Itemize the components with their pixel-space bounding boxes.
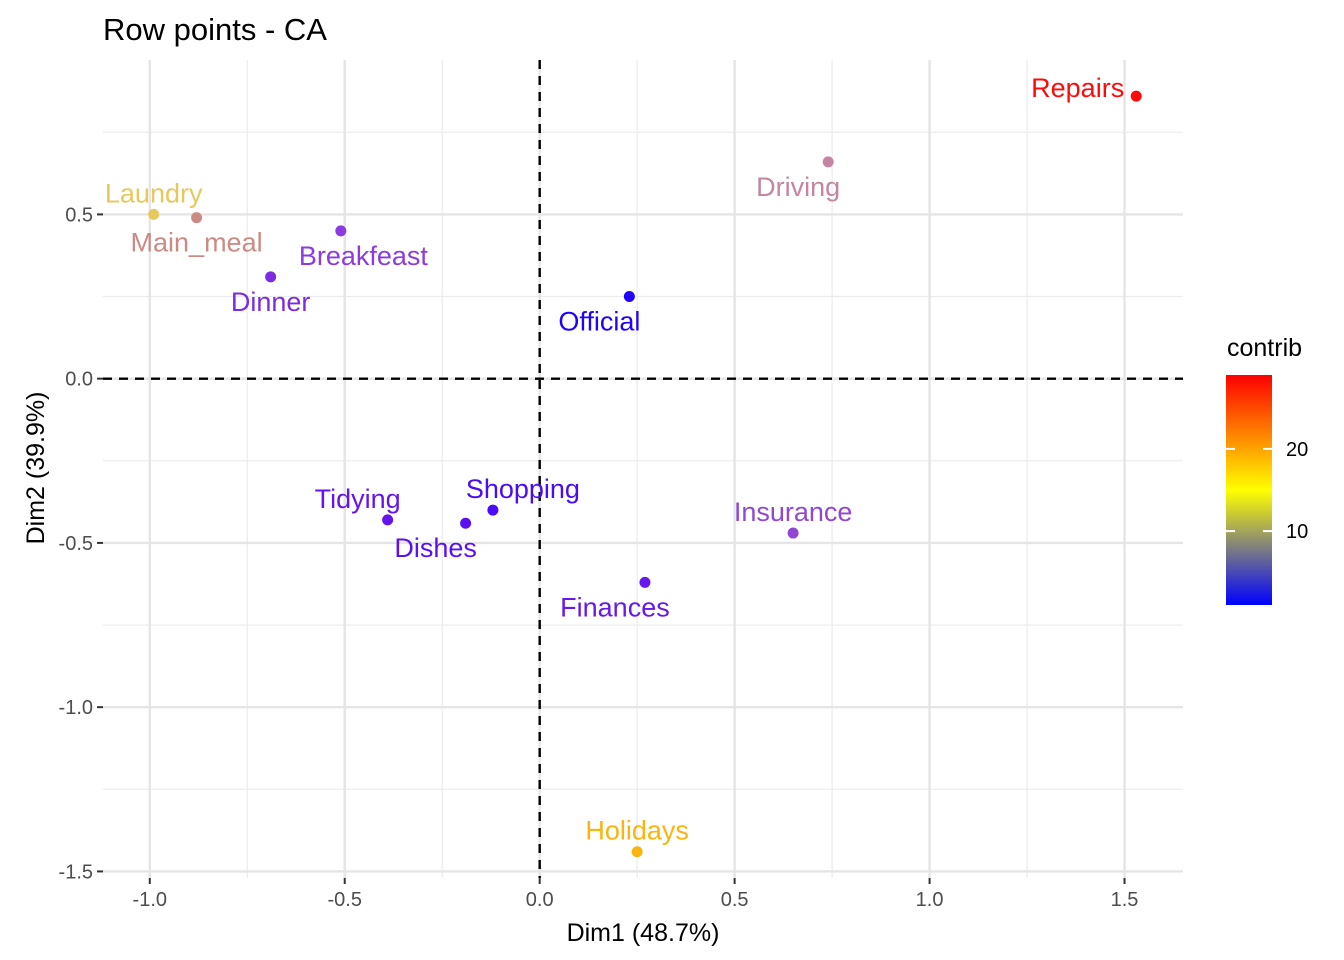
chart-title: Row points - CA — [103, 12, 327, 47]
point-label: Finances — [560, 592, 670, 622]
grid — [103, 60, 1183, 878]
data-points — [148, 90, 1142, 858]
data-point — [1130, 90, 1142, 102]
point-label: Shopping — [466, 474, 580, 504]
data-point — [191, 212, 203, 224]
point-label: Insurance — [734, 497, 853, 527]
point-label: Main_meal — [131, 228, 263, 258]
data-point — [265, 271, 277, 283]
point-label: Driving — [756, 172, 840, 202]
y-tick-label: -0.5 — [59, 533, 93, 555]
axes: -1.0 -0.5 0.0 0.5 1.0 1.5 0.5 0.0 -0.5 -1.0 -1.5 — [59, 204, 1139, 911]
x-tick-label: 0.0 — [526, 889, 554, 911]
x-axis-title: Dim1 (48.7%) — [567, 919, 720, 947]
point-label: Holidays — [585, 816, 689, 846]
data-point — [639, 576, 651, 588]
data-point — [631, 846, 643, 858]
data-point — [148, 208, 160, 220]
point-labels: Laundry Main_meal Dinner Breakfeast Tidying D… — [105, 73, 1124, 846]
x-tick-label: 1.5 — [1111, 889, 1139, 911]
point-label: Laundry — [105, 178, 203, 208]
x-tick-label: -1.0 — [133, 889, 167, 911]
point-label: Breakfeast — [299, 241, 429, 271]
legend-ticks: 10 20 — [1226, 439, 1308, 543]
color-legend: contrib 10 20 — [1226, 334, 1308, 605]
data-point — [335, 225, 347, 237]
point-label: Dinner — [231, 287, 311, 317]
y-tick-label: 0.5 — [65, 204, 93, 226]
reference-lines — [103, 60, 1183, 878]
data-point — [460, 517, 472, 529]
data-point — [382, 514, 394, 526]
x-tick-label: 0.5 — [721, 889, 749, 911]
y-tick-label: -1.0 — [59, 697, 93, 719]
point-label: Tidying — [315, 484, 401, 514]
data-point — [822, 156, 834, 168]
data-point — [623, 291, 635, 303]
data-point — [487, 504, 499, 516]
data-point — [787, 527, 799, 539]
point-label: Dishes — [394, 533, 477, 563]
legend-tick-label: 10 — [1286, 521, 1308, 543]
legend-title: contrib — [1227, 334, 1302, 362]
y-tick-label: -1.5 — [59, 861, 93, 883]
x-tick-label: 1.0 — [916, 889, 944, 911]
y-tick-label: 0.0 — [65, 369, 93, 391]
y-axis-title: Dim2 (39.9%) — [22, 392, 50, 545]
point-label: Official — [558, 307, 640, 337]
point-label: Repairs — [1031, 73, 1124, 103]
legend-colorbar — [1226, 375, 1272, 605]
legend-tick-label: 20 — [1286, 439, 1308, 461]
x-tick-label: -0.5 — [327, 889, 361, 911]
